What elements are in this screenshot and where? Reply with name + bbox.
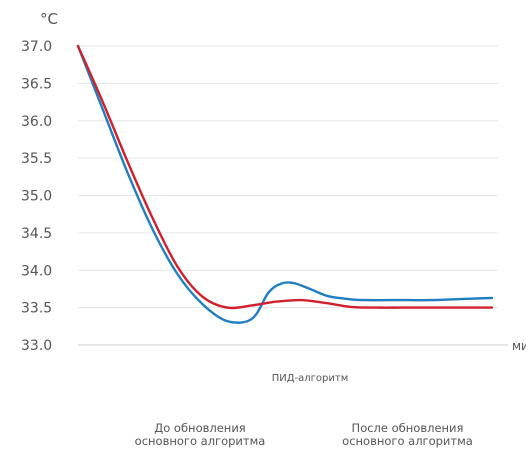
gridlines [78,45,508,346]
y-tick-label: 36.5 [21,76,52,92]
y-tick-label: 33.0 [21,338,52,354]
caption-before-line1: До обновления [154,421,246,435]
caption-after-update: После обновления основного алгоритма [335,422,480,448]
caption-after-line1: После обновления [351,421,464,435]
y-tick-label: 34.0 [21,263,52,279]
y-tick-label: 35.0 [21,189,52,205]
pid-annotation: ПИД-алгоритм [272,373,349,384]
caption-before-line2: основного алгоритма [134,434,266,448]
y-tick-label: 35.5 [21,151,52,167]
y-tick-label: 34.5 [21,226,52,242]
y-axis-label: °C [40,10,58,28]
caption-before-update: До обновления основного алгоритма [130,422,270,448]
y-tick-labels: 37.0 36.5 36.0 35.5 35.0 34.5 34.0 33.5 33.0 [21,39,52,354]
y-tick-label: 33.5 [21,301,52,317]
series-line-blue [76,44,494,324]
x-axis-label: мин [512,339,526,353]
series-lines [76,44,494,324]
caption-after-line2: основного алгоритма [342,434,473,448]
y-tick-label: 36.0 [21,114,52,130]
series-line-red [76,44,494,310]
y-tick-label: 37.0 [21,39,52,55]
